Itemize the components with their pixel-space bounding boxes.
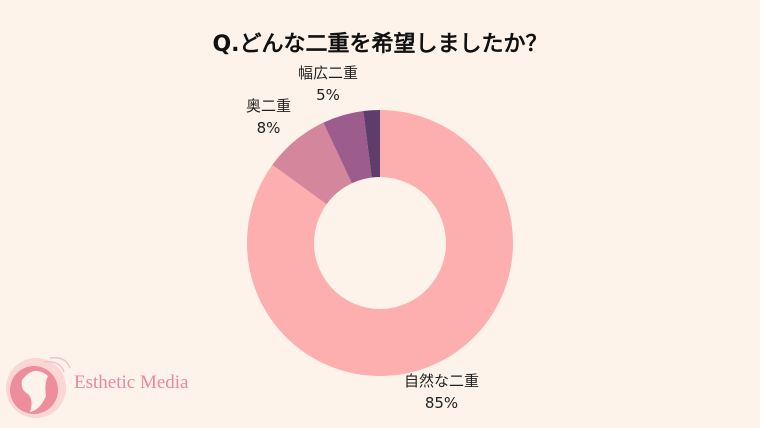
slice-label-habiro: 幅広二重 5%: [298, 62, 358, 106]
slice-name: 奥二重: [246, 97, 292, 115]
slice-percent: 85%: [424, 394, 459, 412]
brand-name: Esthetic Media: [74, 372, 189, 393]
slice-percent: 5%: [316, 86, 340, 104]
donut-slice-3: [363, 110, 380, 178]
slice-name: 自然な二重: [404, 372, 480, 390]
brand-logo: Esthetic Media: [4, 350, 224, 424]
slice-name: 幅広二重: [298, 64, 359, 82]
donut-slice-1: [272, 122, 352, 205]
slice-percent: 8%: [256, 119, 281, 137]
donut-slice-2: [323, 111, 372, 184]
face-logo-icon: [6, 356, 71, 418]
slice-label-okubutae: 奥二重 8%: [246, 95, 291, 139]
donut-slice-0: [246, 110, 513, 376]
slice-label-natural: 自然な二重 85%: [404, 370, 479, 414]
chart-title: Q.どんな二重を希望しましたか？: [212, 32, 548, 57]
